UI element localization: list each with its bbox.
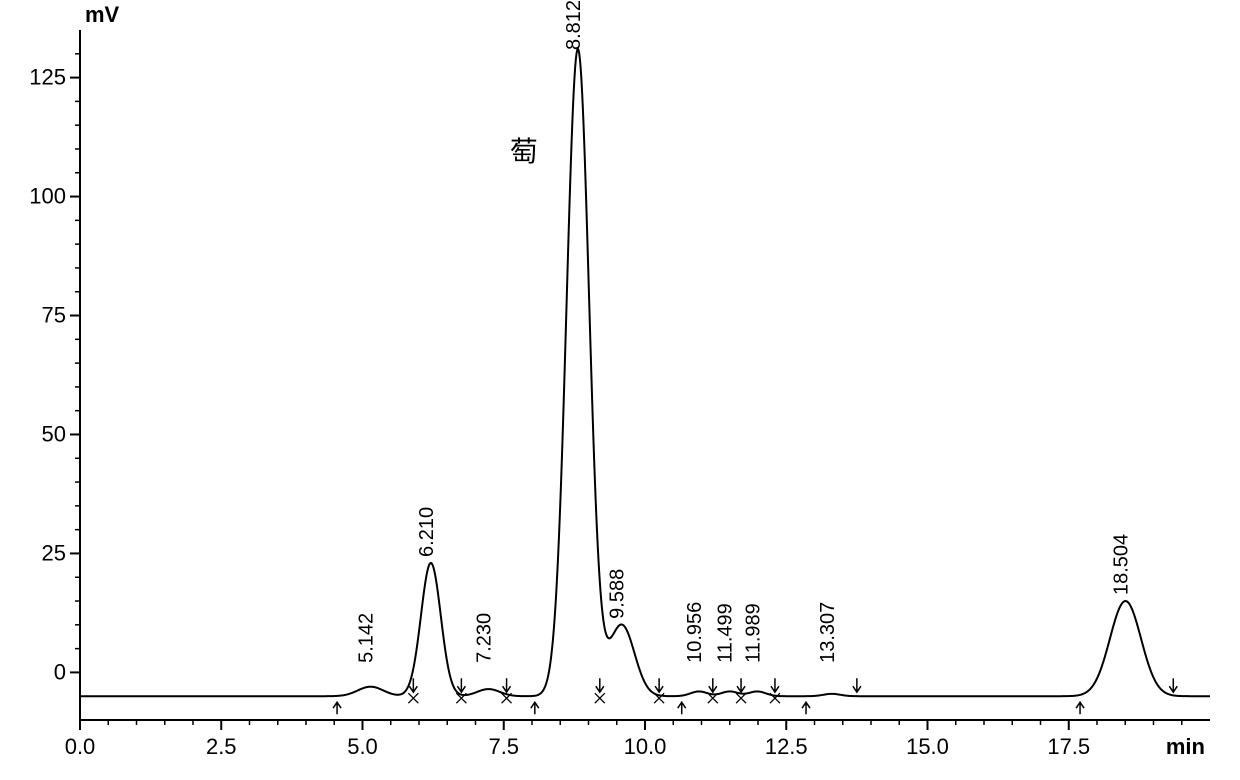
svg-text:5.0: 5.0 [347,734,378,759]
svg-text:125: 125 [29,65,66,90]
svg-text:6.210: 6.210 [416,507,438,557]
svg-text:100: 100 [29,184,66,209]
svg-text:9.588: 9.588 [607,569,629,619]
svg-text:萄: 萄 [510,136,538,167]
svg-text:10.0: 10.0 [624,734,667,759]
svg-text:0.0: 0.0 [65,734,96,759]
svg-text:8.812: 8.812 [563,0,585,50]
svg-text:11.989: 11.989 [742,603,764,663]
svg-text:mV: mV [85,2,120,27]
svg-text:0: 0 [54,659,66,684]
svg-text:15.0: 15.0 [906,734,949,759]
svg-text:5.142: 5.142 [356,613,378,663]
svg-text:18.504: 18.504 [1110,534,1132,595]
svg-text:11.499: 11.499 [715,603,737,663]
svg-text:12.5: 12.5 [765,734,808,759]
svg-text:7.5: 7.5 [488,734,519,759]
svg-text:13.307: 13.307 [817,602,839,663]
svg-text:17.5: 17.5 [1047,734,1090,759]
svg-text:75: 75 [42,303,66,328]
svg-text:7.230: 7.230 [473,613,495,663]
svg-text:min: min [1166,734,1205,759]
svg-text:25: 25 [42,540,66,565]
svg-text:10.956: 10.956 [684,602,706,663]
svg-text:50: 50 [42,421,66,446]
svg-text:2.5: 2.5 [206,734,237,759]
chromatogram-chart: 0.0 2.5 5.0 7.5 10.0 12.5 15.0 17.5 min 0 25 50 75 10… [0,0,1240,780]
